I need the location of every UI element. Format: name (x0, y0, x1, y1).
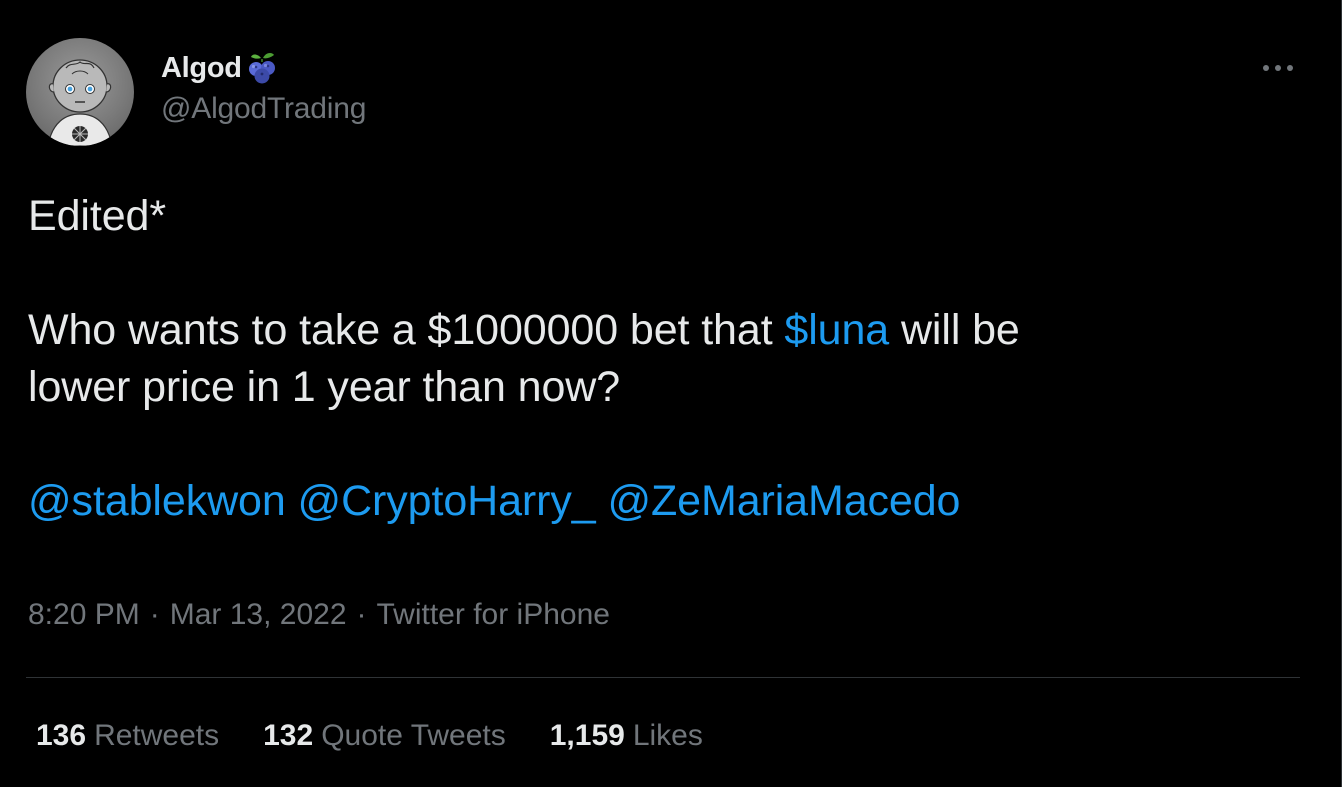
author-handle[interactable]: @AlgodTrading (161, 92, 367, 125)
retweets-count: 136 (36, 719, 87, 752)
tweet-text-line: lower price in 1 year than now? (28, 363, 621, 411)
likes-count: 1,159 (549, 719, 625, 752)
tweet-text-segment: Who wants to take a $1000000 bet that (28, 306, 785, 354)
tweet-blank-line (28, 416, 1318, 473)
meta-separator: · (149, 598, 160, 631)
author-display-name[interactable]: Algod (161, 51, 242, 84)
tweet-date[interactable]: Mar 13, 2022 (169, 598, 347, 631)
tweet-stats: 136 Retweets 132 Quote Tweets 1,159 Likes (36, 719, 747, 753)
tweet-text-segment: will be (889, 306, 1020, 354)
mentions-line: @stablekwon @CryptoHarry_ @ZeMariaMacedo (28, 473, 1318, 530)
more-options-button[interactable] (1258, 54, 1298, 82)
mention-link[interactable]: @CryptoHarry_ (297, 477, 596, 525)
quote-tweets-count: 132 (263, 719, 314, 752)
author-name-row[interactable]: Algod (161, 48, 280, 88)
meta-separator: · (356, 598, 367, 631)
tweet-text: Edited* Who wants to take a $1000000 bet… (28, 188, 1318, 530)
tweet-text-line: Edited* (28, 192, 166, 240)
tweet-time[interactable]: 8:20 PM (28, 598, 140, 631)
likes-label: Likes (632, 719, 703, 752)
tweet-meta: 8:20 PM · Mar 13, 2022 · Twitter for iPhone (28, 598, 610, 632)
retweets-stat[interactable]: 136 Retweets (36, 719, 219, 753)
blueberry-icon (248, 53, 275, 84)
more-horizontal-icon (1263, 65, 1293, 71)
avatar-image (47, 59, 113, 146)
tweet-text-line: Who wants to take a $1000000 bet that $l… (28, 302, 1318, 359)
retweets-label: Retweets (94, 719, 220, 752)
divider (26, 677, 1300, 678)
likes-stat[interactable]: 1,159 Likes (550, 719, 703, 753)
tweet-source[interactable]: Twitter for iPhone (376, 598, 610, 631)
avatar[interactable] (26, 38, 134, 146)
quote-tweets-stat[interactable]: 132 Quote Tweets (263, 719, 506, 753)
mention-link[interactable]: @stablekwon (28, 477, 286, 525)
cashtag-link[interactable]: $luna (784, 306, 890, 354)
tweet-blank-line (28, 245, 1318, 302)
quote-tweets-label: Quote Tweets (321, 719, 506, 752)
mention-link[interactable]: @ZeMariaMacedo (607, 477, 961, 525)
